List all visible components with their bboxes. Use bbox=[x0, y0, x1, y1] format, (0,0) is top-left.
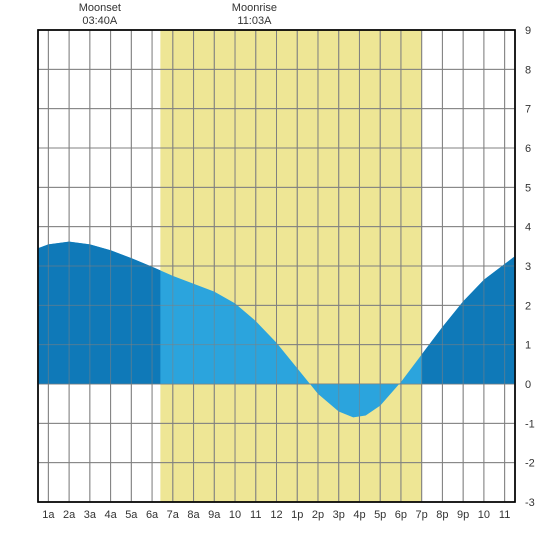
y-tick-label: 4 bbox=[525, 222, 531, 234]
x-tick-label: 11 bbox=[499, 509, 510, 521]
moonset-label: Moonset 03:40A bbox=[79, 2, 121, 28]
x-tick-label: 1a bbox=[42, 509, 55, 521]
y-tick-label: 3 bbox=[525, 261, 531, 273]
x-tick-label: 4p bbox=[353, 509, 365, 521]
y-tick-label: 8 bbox=[525, 64, 531, 76]
x-tick-label: 3a bbox=[84, 509, 97, 521]
y-tick-label: -1 bbox=[525, 418, 535, 430]
y-tick-label: 0 bbox=[525, 379, 531, 391]
y-tick-label: 2 bbox=[525, 300, 531, 312]
x-tick-label: 2a bbox=[63, 509, 76, 521]
y-tick-label: -2 bbox=[525, 458, 535, 470]
x-tick-label: 8p bbox=[436, 509, 448, 521]
moonrise-title: Moonrise bbox=[232, 2, 277, 14]
moonset-time: 03:40A bbox=[79, 15, 121, 28]
tide-area-night-0 bbox=[38, 242, 160, 384]
x-tick-label: 5a bbox=[125, 509, 138, 521]
y-tick-label: 6 bbox=[525, 143, 531, 155]
x-tick-label: 1p bbox=[291, 509, 303, 521]
moonrise-label: Moonrise 11:03A bbox=[232, 2, 277, 28]
x-tick-label: 6p bbox=[395, 509, 407, 521]
tide-chart: Moonset 03:40A Moonrise 11:03A -3-2-1012… bbox=[0, 0, 550, 550]
x-tick-label: 5p bbox=[374, 509, 386, 521]
y-tick-label: 1 bbox=[525, 340, 531, 352]
y-tick-label: -3 bbox=[525, 497, 535, 509]
x-tick-label: 7a bbox=[167, 509, 180, 521]
y-tick-label: 5 bbox=[525, 182, 531, 194]
y-tick-label: 9 bbox=[525, 25, 531, 37]
x-tick-label: 6a bbox=[146, 509, 159, 521]
x-tick-label: 11 bbox=[250, 509, 261, 521]
x-tick-label: 12 bbox=[270, 509, 282, 521]
x-tick-label: 7p bbox=[416, 509, 428, 521]
x-tick-label: 3p bbox=[333, 509, 345, 521]
y-tick-label: 7 bbox=[525, 104, 531, 116]
x-tick-label: 4a bbox=[104, 509, 117, 521]
x-tick-label: 10 bbox=[229, 509, 241, 521]
x-tick-label: 9a bbox=[208, 509, 221, 521]
moonset-title: Moonset bbox=[79, 2, 121, 14]
x-tick-label: 2p bbox=[312, 509, 324, 521]
x-tick-label: 9p bbox=[457, 509, 469, 521]
moonrise-time: 11:03A bbox=[232, 15, 277, 28]
x-tick-label: 8a bbox=[187, 509, 200, 521]
chart-svg: -3-2-101234567891a2a3a4a5a6a7a8a9a101112… bbox=[0, 0, 550, 550]
x-tick-label: 10 bbox=[478, 509, 490, 521]
